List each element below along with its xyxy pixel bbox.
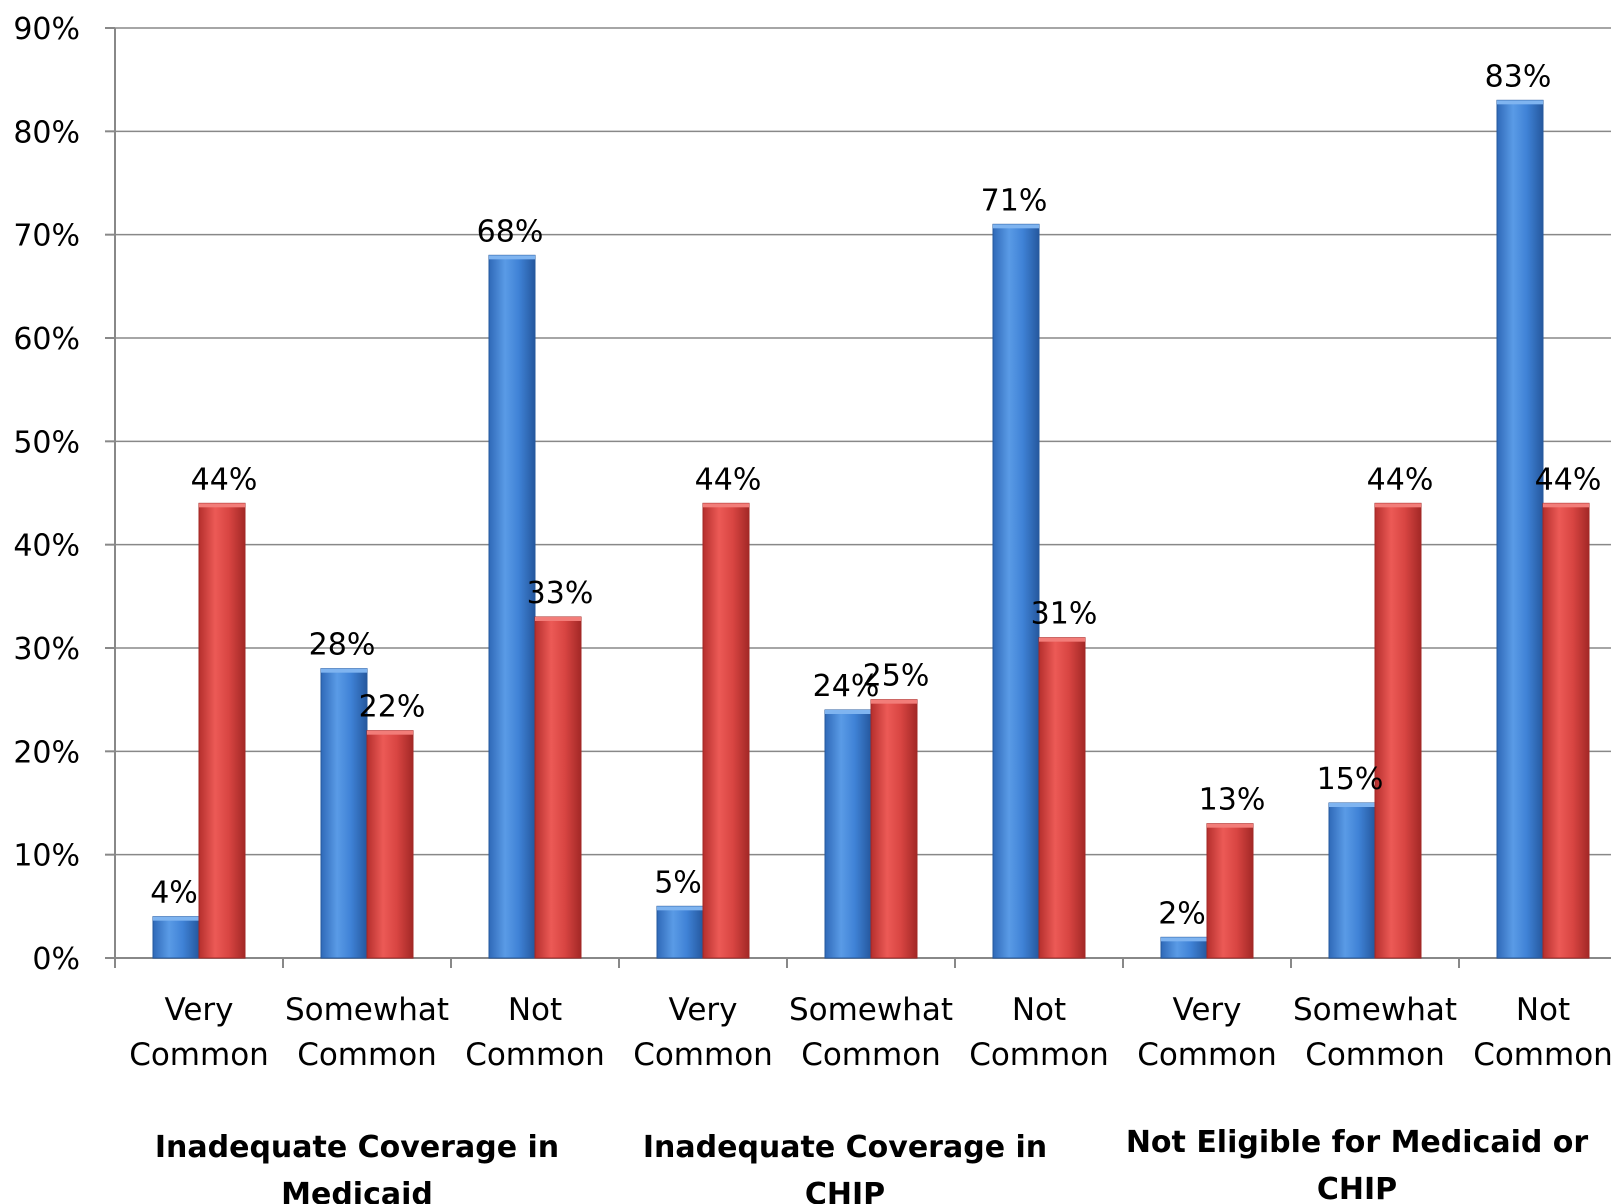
red-bar	[1542, 502, 1590, 959]
category-label: Common	[1137, 1037, 1277, 1073]
data-label: 22%	[359, 690, 426, 725]
group-label: Inadequate Coverage in	[155, 1130, 559, 1165]
category-label: Common	[297, 1037, 437, 1073]
data-label: 28%	[309, 628, 376, 663]
bar-cap	[993, 224, 1039, 229]
red-bar	[198, 502, 246, 959]
blue-bar	[152, 916, 200, 959]
data-label: 44%	[695, 462, 762, 497]
group-label: CHIP	[1317, 1172, 1397, 1204]
data-label: 68%	[477, 214, 544, 249]
data-label: 44%	[1367, 462, 1434, 497]
red-bar	[1374, 502, 1422, 959]
bar-cap	[703, 503, 749, 508]
category-label: Common	[969, 1037, 1109, 1073]
y-tick-label: 80%	[13, 115, 80, 150]
category-label: Somewhat	[285, 992, 449, 1028]
data-label: 31%	[1031, 597, 1098, 632]
bar-cap	[1207, 823, 1253, 828]
bar-cap	[1543, 503, 1589, 508]
blue-bar	[488, 254, 536, 959]
category-label: Common	[1473, 1037, 1611, 1073]
bar-cap	[535, 617, 581, 621]
blue-bar	[1328, 802, 1376, 959]
bars	[152, 99, 1590, 959]
category-label: Not	[508, 992, 562, 1028]
bar-cap	[153, 916, 199, 921]
red-bar	[702, 502, 750, 959]
y-tick-label: 40%	[13, 529, 80, 564]
category-label: Common	[633, 1037, 773, 1073]
category-label: Common	[465, 1037, 605, 1073]
group-label: Inadequate Coverage in	[643, 1130, 1047, 1165]
data-label: 44%	[191, 462, 258, 497]
y-tick-label: 90%	[13, 12, 80, 47]
blue-bar	[824, 709, 872, 959]
red-bar	[1206, 823, 1254, 959]
y-tick-label: 30%	[13, 632, 80, 667]
data-label: 83%	[1485, 59, 1552, 94]
red-bar	[366, 730, 414, 959]
bar-cap	[871, 699, 917, 704]
data-label: 33%	[527, 576, 594, 611]
data-label: 44%	[1535, 462, 1602, 497]
bar-cap	[825, 710, 871, 714]
y-tick-label: 20%	[13, 735, 80, 770]
y-tick-label: 50%	[13, 425, 80, 460]
blue-bar	[992, 223, 1040, 959]
category-label: Very	[669, 992, 738, 1028]
bar-cap	[1161, 937, 1207, 942]
data-label: 15%	[1317, 762, 1384, 797]
group-label: Not Eligible for Medicaid or	[1126, 1125, 1589, 1160]
y-tick-label: 60%	[13, 322, 80, 357]
y-tick-label: 70%	[13, 219, 80, 254]
category-label: Not	[1012, 992, 1066, 1028]
bar-cap	[657, 906, 703, 911]
data-label: 71%	[981, 183, 1048, 218]
red-bar	[1038, 637, 1086, 959]
bar-cap	[489, 255, 535, 260]
y-tick-label: 10%	[13, 839, 80, 874]
category-label: Common	[1305, 1037, 1445, 1073]
bar-cap	[1497, 100, 1543, 105]
blue-bar	[656, 905, 704, 959]
red-bar	[870, 699, 918, 959]
category-label: Very	[1173, 992, 1242, 1028]
bar-cap	[199, 503, 245, 508]
bar-cap	[1039, 637, 1085, 642]
data-label: 25%	[863, 659, 930, 694]
bar-cap	[1329, 803, 1375, 807]
category-label: Somewhat	[1293, 992, 1457, 1028]
labels: 0% 10% 20% 30% 40% 50% 60% 70% 80% 90% 4% 44% Very Co…	[13, 12, 1611, 1204]
category-label: Somewhat	[789, 992, 953, 1028]
data-label: 4%	[150, 876, 198, 911]
category-label: Very	[165, 992, 234, 1028]
bar-cap	[1375, 503, 1421, 508]
data-label: 24%	[813, 669, 880, 704]
data-label: 13%	[1199, 783, 1266, 818]
group-label: CHIP	[805, 1177, 885, 1204]
category-label: Common	[801, 1037, 941, 1073]
data-label: 2%	[1158, 896, 1206, 931]
group-label: Medicaid	[281, 1177, 433, 1204]
blue-bar	[1496, 99, 1544, 959]
bar-cap	[321, 668, 367, 673]
bar-cap	[367, 730, 413, 735]
category-label: Common	[129, 1037, 269, 1073]
y-tick-label: 0%	[32, 942, 80, 977]
category-label: Not	[1516, 992, 1570, 1028]
red-bar	[534, 616, 582, 959]
data-label: 5%	[654, 865, 702, 900]
